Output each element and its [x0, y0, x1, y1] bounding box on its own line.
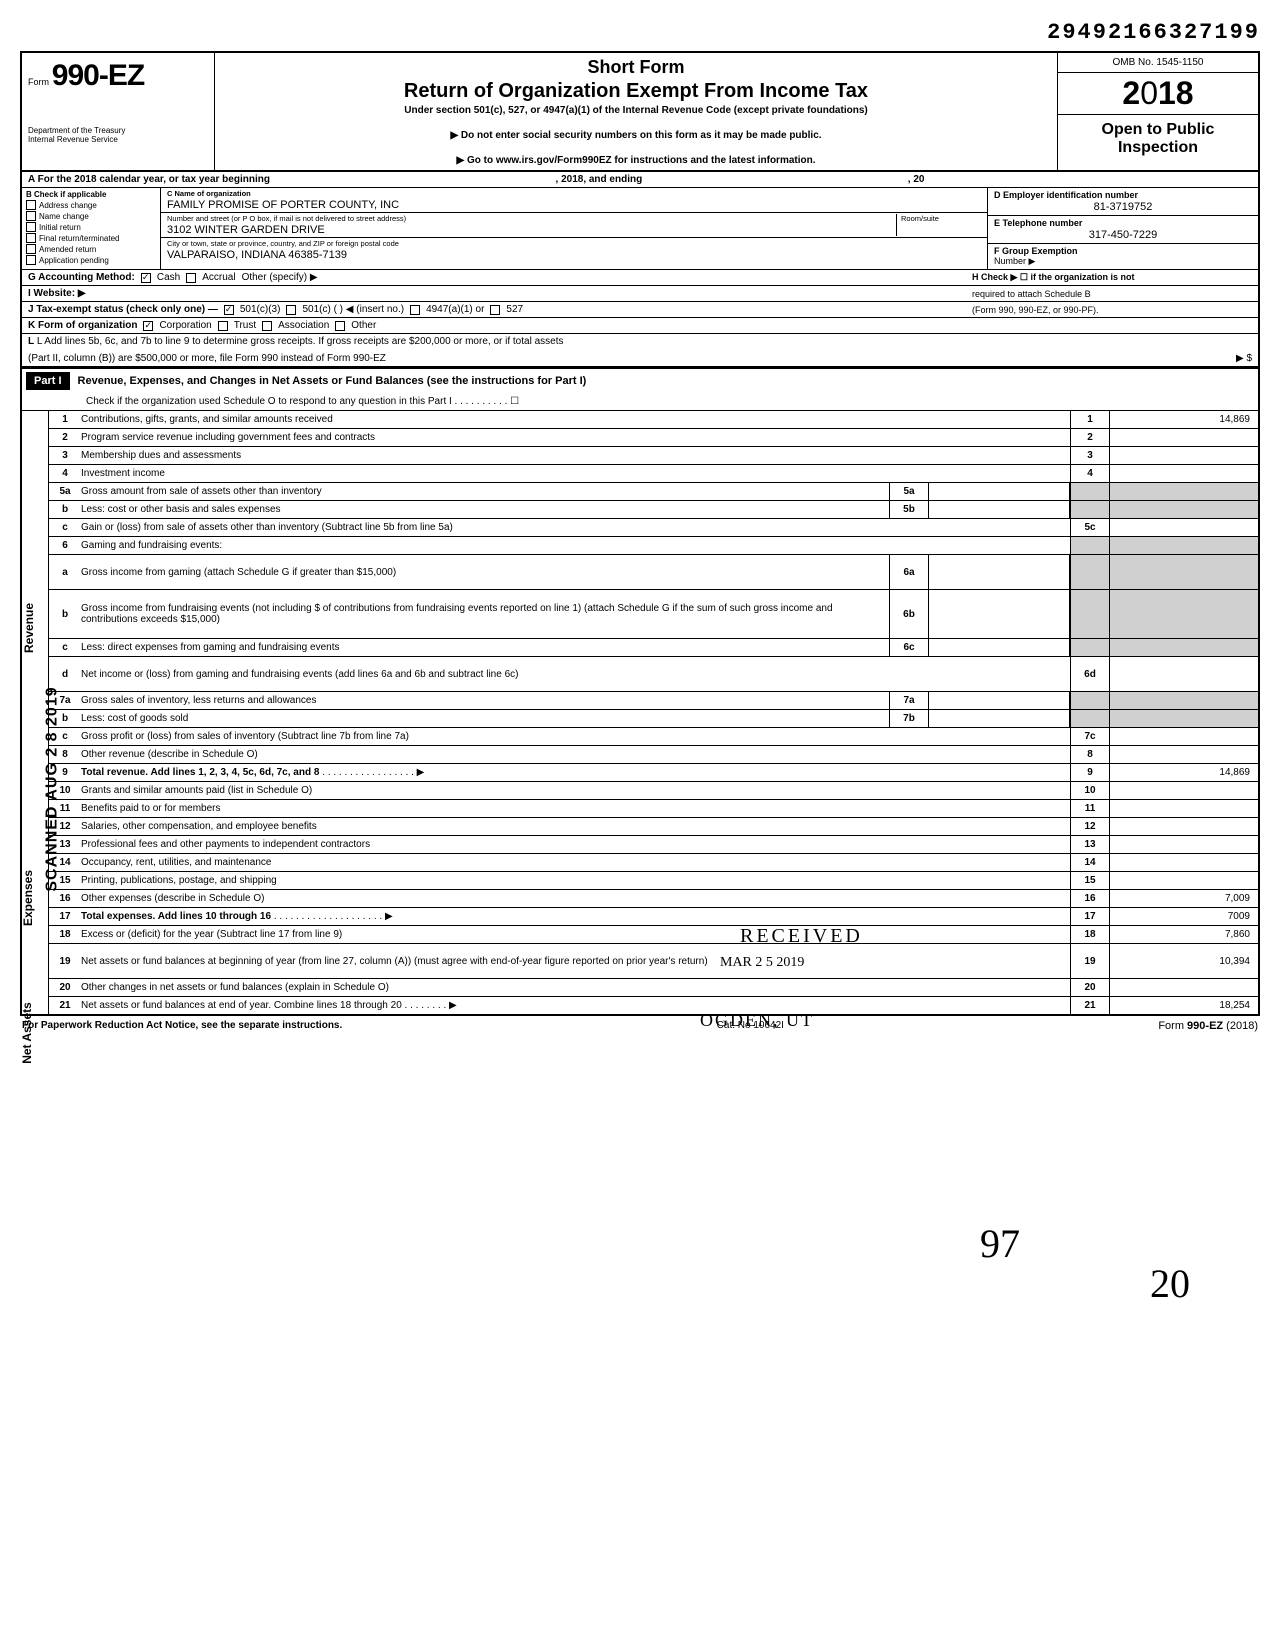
footer-form: Form 990-EZ (2018) — [1158, 1020, 1258, 1032]
chk-accrual[interactable] — [186, 273, 196, 283]
short-form-title: Short Form — [223, 57, 1049, 78]
label-phone: E Telephone number — [994, 218, 1252, 228]
handwrite-97: 97 — [980, 1220, 1020, 1267]
chk-assoc[interactable] — [262, 321, 272, 331]
tax-year: 20201818 — [1058, 73, 1258, 115]
label-org-name: C Name of organization — [167, 189, 981, 198]
row-g-accounting: G Accounting Method: Cash Accrual Other … — [22, 270, 1258, 286]
stamp-received: RECEIVED — [740, 925, 863, 948]
chk-address[interactable] — [26, 200, 36, 210]
part1-header: Part I Revenue, Expenses, and Changes in… — [20, 368, 1260, 393]
label-ein: D Employer identification number — [994, 190, 1252, 200]
part1-table: Revenue Expenses Net Assets 1Contributio… — [20, 410, 1260, 1016]
omb-number: OMB No. 1545-1150 — [1058, 53, 1258, 73]
row-k-org-form: K Form of organization Corporation Trust… — [22, 318, 1258, 334]
chk-initial[interactable] — [26, 222, 36, 232]
chk-4947[interactable] — [410, 305, 420, 315]
room-suite: Room/suite — [896, 214, 981, 236]
footer: For Paperwork Reduction Act Notice, see … — [20, 1016, 1260, 1036]
part1-schedo: Check if the organization used Schedule … — [20, 393, 1260, 410]
label-street: Number and street (or P O box, if mail i… — [167, 214, 896, 223]
chk-final[interactable] — [26, 233, 36, 243]
form-prefix: Form — [28, 77, 49, 87]
row-i-website: I Website: ▶ required to attach Schedule… — [22, 286, 1258, 302]
chk-pending[interactable] — [26, 255, 36, 265]
chk-amended[interactable] — [26, 244, 36, 254]
org-name: FAMILY PROMISE OF PORTER COUNTY, INC — [167, 199, 981, 211]
tracking-number: 29492166327199 — [20, 20, 1260, 45]
form-number: 990-EZ — [52, 59, 144, 92]
chk-501c3[interactable] — [224, 305, 234, 315]
chk-trust[interactable] — [218, 321, 228, 331]
row-l: L L Add lines 5b, 6c, and 7b to line 9 t… — [22, 334, 1258, 366]
chk-other-org[interactable] — [335, 321, 345, 331]
handwrite-20: 20 — [1150, 1260, 1190, 1307]
open-public: Open to Public Inspection — [1058, 115, 1258, 163]
chk-501c[interactable] — [286, 305, 296, 315]
ssn-warning: ▶ Do not enter social security numbers o… — [223, 130, 1049, 141]
ein: 81-3719752 — [994, 201, 1252, 213]
stamp-date: MAR 2 5 2019 — [720, 955, 804, 971]
chk-corp[interactable] — [143, 321, 153, 331]
footer-left: For Paperwork Reduction Act Notice, see … — [22, 1020, 342, 1032]
row-j-status: J Tax-exempt status (check only one) — 5… — [22, 302, 1258, 318]
label-city: City or town, state or province, country… — [167, 239, 981, 248]
side-expenses: Expenses — [21, 870, 35, 926]
under-section: Under section 501(c), 527, or 4947(a)(1)… — [223, 105, 1049, 116]
street: 3102 WINTER GARDEN DRIVE — [167, 224, 896, 236]
dept-irs: Internal Revenue Service — [28, 136, 208, 145]
label-group-exempt: F Group Exemption — [994, 246, 1252, 256]
section-b-checks: B Check if applicable Address change Nam… — [22, 188, 161, 269]
city: VALPARAISO, INDIANA 46385-7139 — [167, 249, 981, 261]
chk-527[interactable] — [490, 305, 500, 315]
return-title: Return of Organization Exempt From Incom… — [223, 80, 1049, 103]
side-netassets: Net Assets — [20, 1002, 34, 1064]
side-revenue: Revenue — [22, 603, 36, 653]
label-group-number: Number ▶ — [994, 256, 1252, 267]
stamp-ogden: OGDEN, UT — [700, 1010, 814, 1031]
row-a-tax-year: A For the 2018 calendar year, or tax yea… — [22, 172, 1258, 188]
chk-name[interactable] — [26, 211, 36, 221]
instructions-link: ▶ Go to www.irs.gov/Form990EZ for instru… — [223, 155, 1049, 166]
phone: 317-450-7229 — [994, 229, 1252, 241]
form-header: Form 990-EZ Department of the Treasury I… — [20, 51, 1260, 172]
chk-cash[interactable] — [141, 273, 151, 283]
